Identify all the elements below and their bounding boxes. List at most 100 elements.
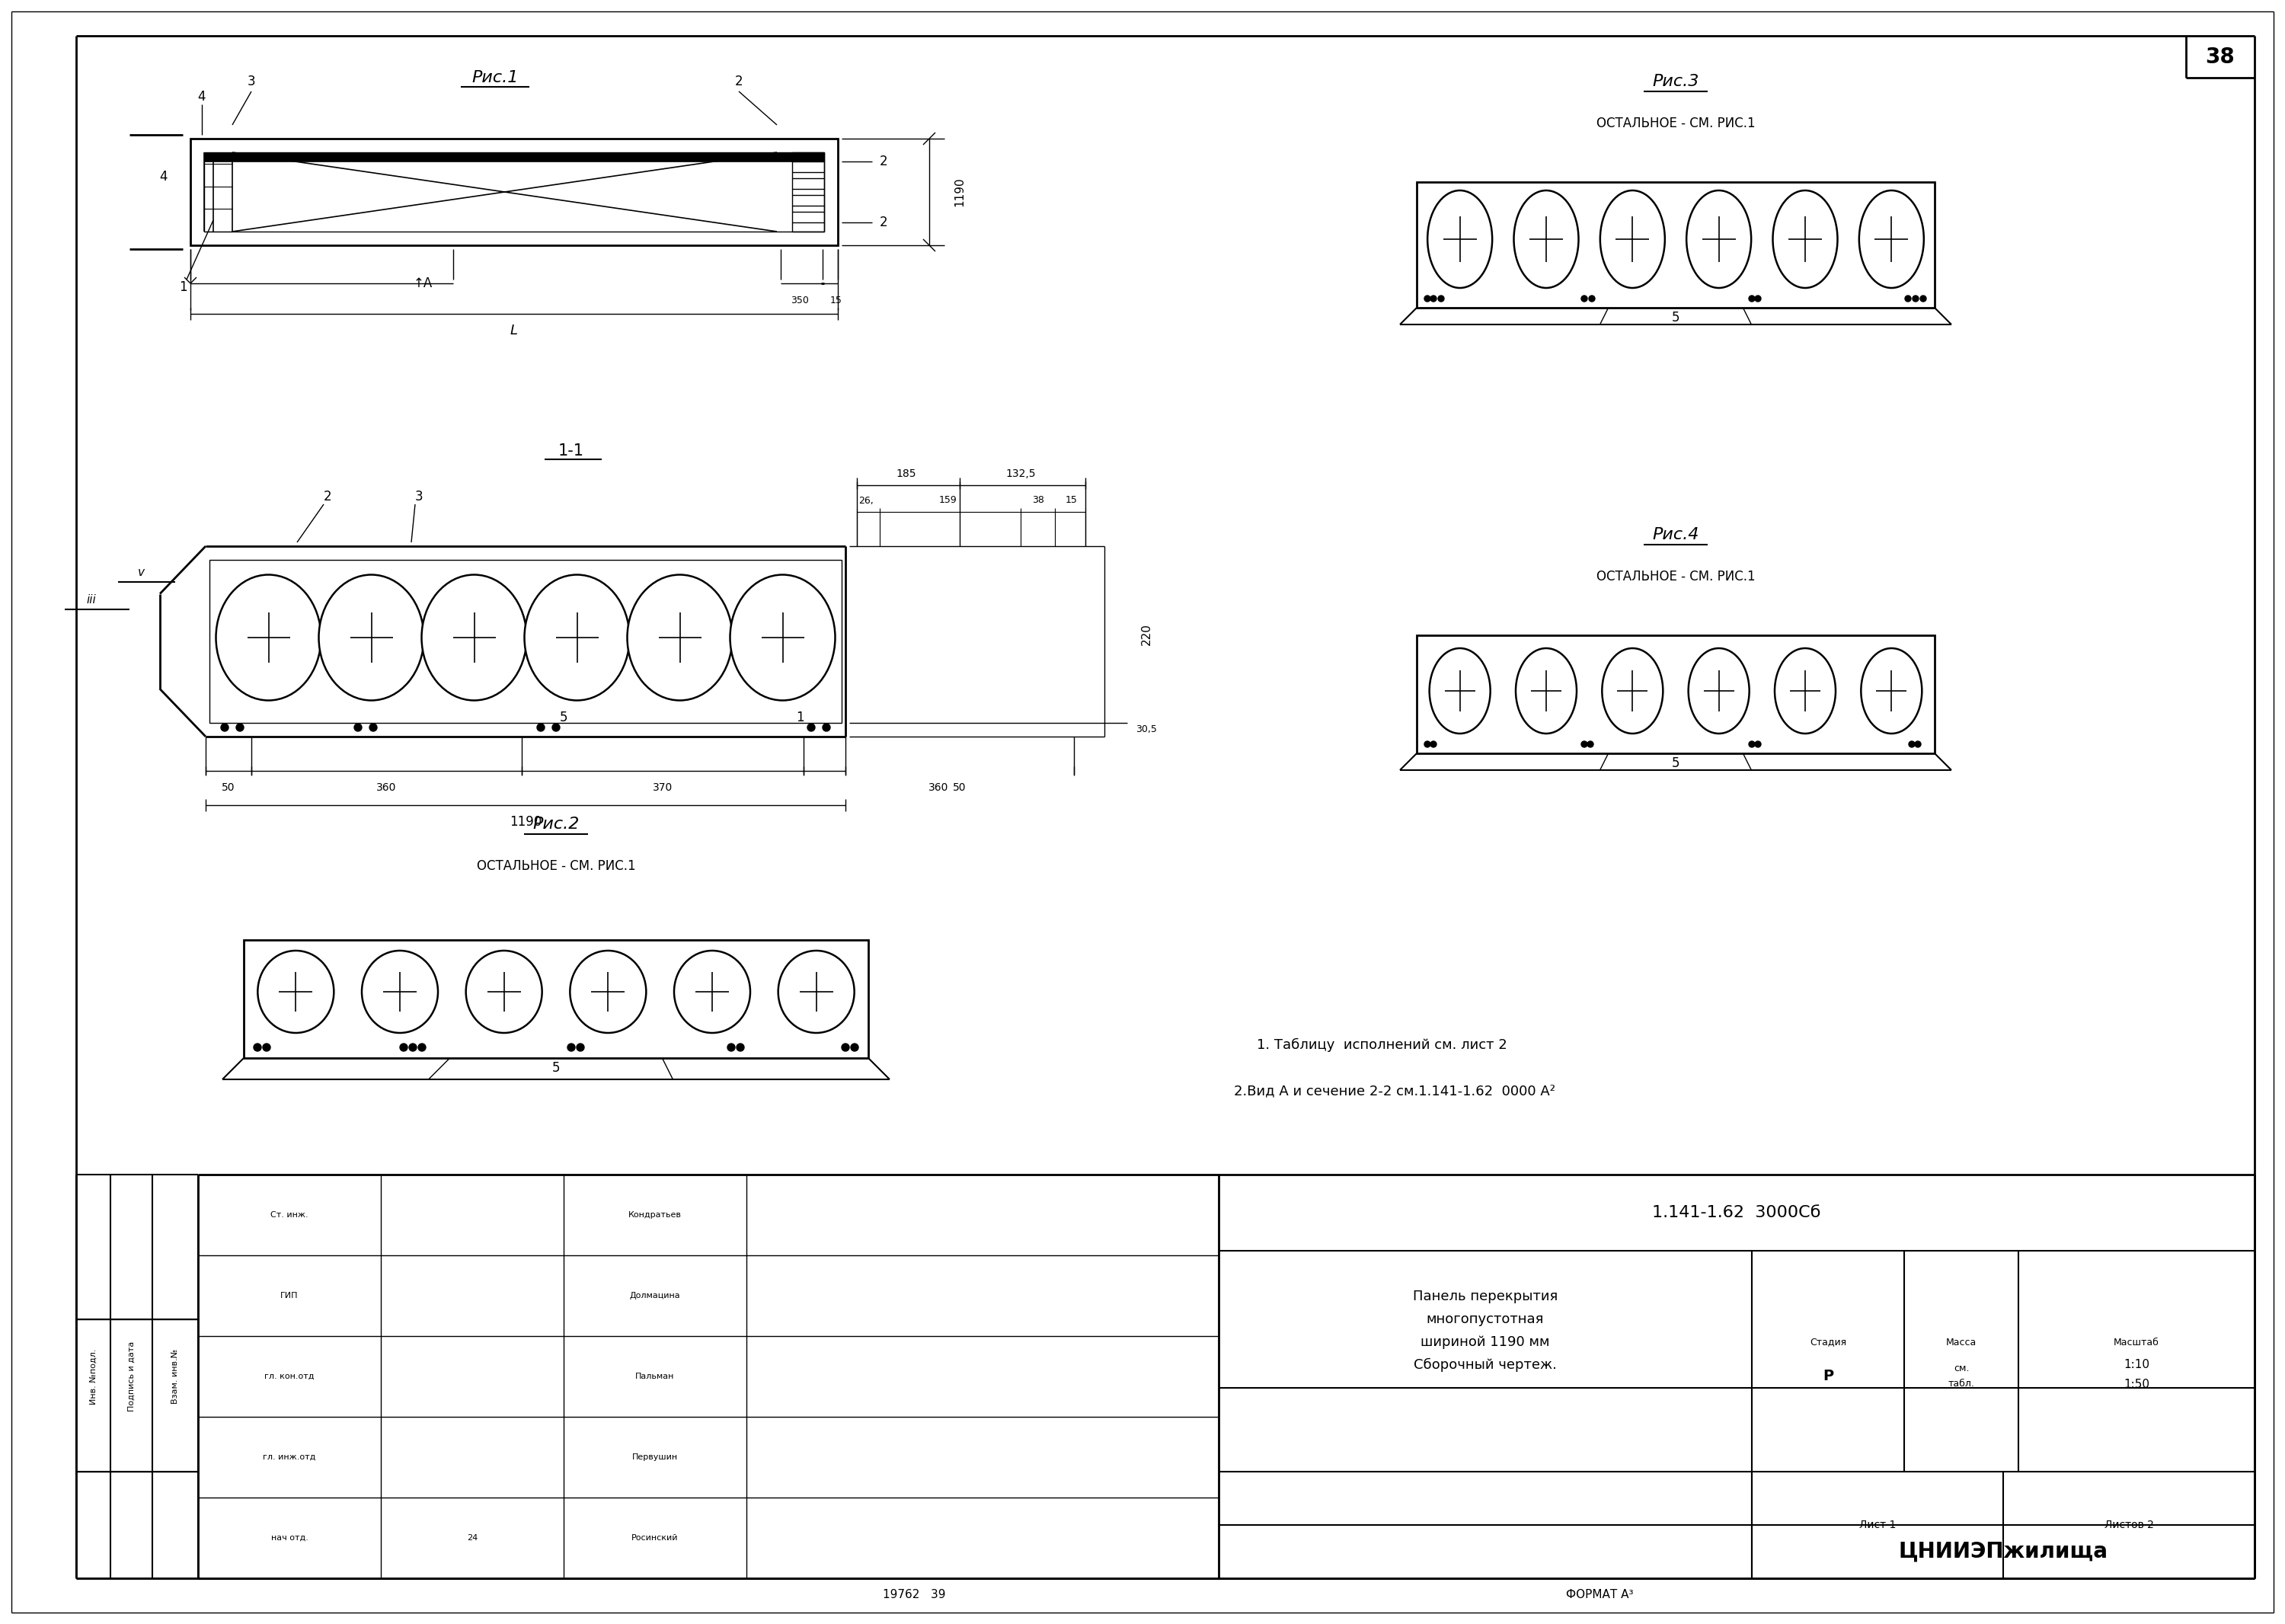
Circle shape xyxy=(222,724,228,731)
Text: 4: 4 xyxy=(199,89,206,104)
Text: Сборочный чертеж.: Сборочный чертеж. xyxy=(1414,1358,1556,1372)
Circle shape xyxy=(727,1044,736,1051)
Text: Масса: Масса xyxy=(1947,1337,1977,1348)
Text: Стадия: Стадия xyxy=(1810,1337,1846,1348)
Bar xyxy=(210,560,841,723)
Circle shape xyxy=(1919,296,1926,302)
Ellipse shape xyxy=(626,575,731,700)
Text: 30,5: 30,5 xyxy=(1136,724,1156,734)
Text: Лист 1: Лист 1 xyxy=(1860,1520,1897,1530)
Text: Росинский: Росинский xyxy=(631,1535,679,1541)
Circle shape xyxy=(235,724,244,731)
Text: ЦНИИЭПжилища: ЦНИИЭПжилища xyxy=(1899,1541,2107,1562)
Text: 3: 3 xyxy=(416,490,423,503)
Bar xyxy=(1417,635,1935,754)
Ellipse shape xyxy=(1513,190,1579,287)
Text: нач отд.: нач отд. xyxy=(272,1535,308,1541)
Ellipse shape xyxy=(523,575,628,700)
Circle shape xyxy=(254,1044,260,1051)
Ellipse shape xyxy=(569,950,647,1033)
Bar xyxy=(793,153,825,232)
Text: Взам. инв.№: Взам. инв.№ xyxy=(171,1350,178,1405)
Circle shape xyxy=(537,724,544,731)
Text: 1: 1 xyxy=(795,711,804,724)
Text: ОСТАЛЬНОЕ - СМ. РИС.1: ОСТАЛЬНОЕ - СМ. РИС.1 xyxy=(1597,570,1755,583)
Ellipse shape xyxy=(318,575,425,700)
Ellipse shape xyxy=(361,950,439,1033)
Ellipse shape xyxy=(731,575,836,700)
Text: 3: 3 xyxy=(247,75,256,88)
Bar xyxy=(1417,182,1935,307)
Text: v: v xyxy=(137,567,144,578)
Circle shape xyxy=(567,1044,576,1051)
Text: Первушин: Первушин xyxy=(633,1453,679,1462)
Text: L: L xyxy=(510,323,519,338)
Text: Ст. инж.: Ст. инж. xyxy=(270,1212,308,1218)
Circle shape xyxy=(1906,296,1910,302)
Circle shape xyxy=(1913,296,1919,302)
Circle shape xyxy=(1437,296,1444,302)
Circle shape xyxy=(409,1044,416,1051)
Text: 26,: 26, xyxy=(859,495,873,505)
Text: 350: 350 xyxy=(791,296,809,305)
Ellipse shape xyxy=(1600,190,1666,287)
Circle shape xyxy=(1588,296,1595,302)
Circle shape xyxy=(841,1044,850,1051)
Text: табл.: табл. xyxy=(1949,1379,1974,1389)
Text: 19762   39: 19762 39 xyxy=(882,1590,946,1601)
Text: 15: 15 xyxy=(829,296,843,305)
Text: Рис.2: Рис.2 xyxy=(532,817,580,831)
Bar xyxy=(244,940,868,1059)
Text: 1.141-1.62  3000Сб: 1.141-1.62 3000Сб xyxy=(1652,1205,1821,1220)
Text: ОСТАЛЬНОЕ - СМ. РИС.1: ОСТАЛЬНОЕ - СМ. РИС.1 xyxy=(478,859,635,874)
Ellipse shape xyxy=(1428,190,1492,287)
Circle shape xyxy=(1755,296,1762,302)
Text: Долмацина: Долмацина xyxy=(631,1291,681,1299)
Text: см.: см. xyxy=(1954,1364,1970,1374)
Text: 38: 38 xyxy=(2205,47,2235,68)
Text: 1190: 1190 xyxy=(510,815,542,828)
Ellipse shape xyxy=(674,950,749,1033)
Circle shape xyxy=(553,724,560,731)
Text: 220: 220 xyxy=(1140,624,1152,645)
Ellipse shape xyxy=(1775,648,1835,734)
Text: многопустотная: многопустотная xyxy=(1426,1312,1545,1327)
Text: 5: 5 xyxy=(1673,757,1679,770)
Circle shape xyxy=(400,1044,407,1051)
Circle shape xyxy=(1430,296,1437,302)
Circle shape xyxy=(370,724,377,731)
Text: 132,5: 132,5 xyxy=(1005,468,1035,479)
Circle shape xyxy=(1748,296,1755,302)
Text: Инв. №подл.: Инв. №подл. xyxy=(89,1348,96,1405)
Text: 5: 5 xyxy=(560,711,567,724)
Text: 5: 5 xyxy=(553,1060,560,1075)
Circle shape xyxy=(418,1044,425,1051)
Text: 1: 1 xyxy=(178,281,187,294)
Circle shape xyxy=(736,1044,745,1051)
Text: ФОРМАТ А³: ФОРМАТ А³ xyxy=(1565,1590,1634,1601)
Circle shape xyxy=(1748,741,1755,747)
Ellipse shape xyxy=(779,950,855,1033)
Circle shape xyxy=(1430,741,1437,747)
Text: Рис.4: Рис.4 xyxy=(1652,528,1700,542)
Text: 2: 2 xyxy=(880,154,887,169)
Circle shape xyxy=(850,1044,859,1051)
Circle shape xyxy=(263,1044,270,1051)
Text: 2.Вид А и сечение 2-2 см.1.141-1.62  0000 А²: 2.Вид А и сечение 2-2 см.1.141-1.62 0000… xyxy=(1234,1083,1556,1098)
Ellipse shape xyxy=(1689,648,1750,734)
Circle shape xyxy=(1581,741,1588,747)
Text: iii: iii xyxy=(87,594,96,606)
Ellipse shape xyxy=(1860,190,1924,287)
Text: 360: 360 xyxy=(377,783,398,793)
Text: Пальман: Пальман xyxy=(635,1372,674,1380)
Text: Листов 2: Листов 2 xyxy=(2104,1520,2152,1530)
Ellipse shape xyxy=(1686,190,1750,287)
Text: 185: 185 xyxy=(896,468,916,479)
Text: 1190: 1190 xyxy=(955,177,964,206)
Text: 15: 15 xyxy=(1065,495,1079,505)
Ellipse shape xyxy=(1602,648,1663,734)
Text: 24: 24 xyxy=(466,1535,478,1541)
Text: 50: 50 xyxy=(222,783,235,793)
Circle shape xyxy=(1424,296,1430,302)
Text: 1:10: 1:10 xyxy=(2123,1359,2150,1371)
